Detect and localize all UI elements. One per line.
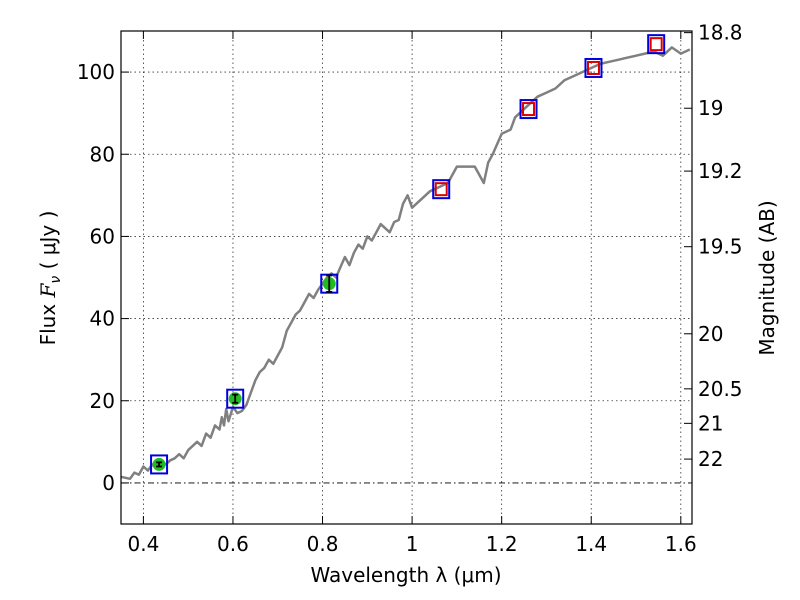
x-tick-label: 0.8 [307,532,339,556]
y-axis-label-left: Flux Fν ( μJy ) [36,211,64,346]
outer-box-marker [150,454,169,475]
y-tick-label: 20 [90,389,115,413]
inner-box-marker [649,37,663,52]
y-tick-label: 60 [90,224,115,248]
x-tick-label: 0.4 [127,532,159,556]
magnitude-tick-label: 20.5 [698,377,743,401]
x-tick-label: 1 [406,532,419,556]
outer-box-marker [519,99,538,120]
magnitude-tick-label: 20 [698,322,723,346]
magnitude-tick-label: 18.8 [698,21,743,45]
axis-ticks: 0.4 0.6 0.8 1 1.2 1.4 1.6 0 20 40 60 80 100 18.8 19 19.… [77,21,743,556]
y-axis-label-subscript: ν [48,276,64,284]
x-tick-label: 0.6 [217,532,249,556]
outer-box-marker [584,57,603,78]
outer-box-marker [226,388,245,409]
spectrum-line [120,46,691,481]
grid [121,31,692,524]
magnitude-tick-label: 19 [698,96,723,120]
inner-box-marker [434,182,448,197]
y-tick-label: 0 [102,471,115,495]
magnitude-tick-label: 21 [698,411,723,435]
photometry-point [320,273,339,294]
y-tick-label: 80 [90,142,115,166]
y-axis-label-right: Magnitude (AB) [755,200,779,355]
y-axis-label-symbol: F [36,282,60,298]
inner-box-marker [522,102,536,117]
upper-limit-point [584,57,603,78]
x-tick-label: 1.6 [665,532,697,556]
photometry-point [150,454,169,475]
y-tick-label: 40 [90,307,115,331]
photometry-point [226,388,245,409]
outer-box-marker [432,179,451,200]
magnitude-tick-label: 22 [698,447,723,471]
upper-limit-point [647,34,666,55]
x-axis-label: Wavelength λ (μm) [310,563,501,587]
plot-frame [120,30,693,525]
upper-limit-point [432,179,451,200]
photometry-markers [150,34,666,475]
outer-box-marker [647,34,666,55]
magnitude-tick-label: 19.5 [698,235,743,259]
x-tick-label: 1.4 [575,532,607,556]
y-axis-label-prefix: Flux [36,297,60,345]
magnitude-tick-label: 19.2 [698,159,743,183]
y-axis-label-suffix: ( μJy ) [36,211,60,276]
upper-limit-point [519,99,538,120]
y-tick-label: 100 [77,60,115,84]
x-tick-label: 1.2 [486,532,518,556]
inner-box-marker [586,60,600,75]
